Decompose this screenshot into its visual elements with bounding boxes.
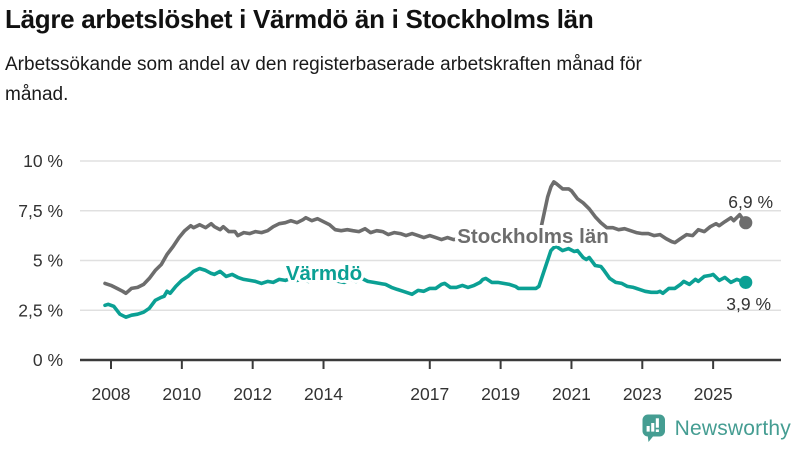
newsworthy-logo: Newsworthy (642, 414, 791, 443)
y-axis-tick-label: 5 % (33, 251, 63, 271)
x-axis-tick-label: 2023 (623, 384, 662, 404)
newsworthy-wordmark: Newsworthy (674, 416, 791, 440)
series-line-varmdo (103, 244, 748, 320)
x-axis-tick-label: 2014 (304, 384, 343, 404)
y-axis-tick-label: 10 % (23, 151, 63, 171)
chart-header: Lägre arbetslöshet i Värmdö än i Stockho… (5, 4, 785, 110)
page-title: Lägre arbetslöshet i Värmdö än i Stockho… (5, 4, 594, 34)
y-axis-tick-label: 0 % (33, 350, 63, 370)
series-end-value-label: 6,9 % (728, 192, 773, 212)
x-axis-tick-label: 2008 (92, 384, 131, 404)
newsworthy-bubble-icon (642, 414, 665, 442)
x-axis-tick-label: 2025 (694, 384, 733, 404)
y-axis-tick-label: 7,5 % (18, 201, 63, 221)
series-end-value-label: 3,9 % (726, 294, 771, 314)
series-label: Stockholms län (457, 225, 609, 248)
x-axis-tick-label: 2019 (481, 384, 520, 404)
x-axis-tick-label: 2012 (233, 384, 272, 404)
series-end-dot (739, 216, 753, 230)
x-axis-tick-label: 2021 (552, 384, 591, 404)
x-axis-tick-label: 2010 (162, 384, 201, 404)
x-axis-tick-label: 2017 (410, 384, 449, 404)
series-label: Värmdö (286, 262, 362, 285)
y-axis-tick-label: 2,5 % (18, 300, 63, 320)
chart-subtitle: Arbetssökande som andel av den registerb… (5, 54, 642, 106)
series-end-dot (739, 275, 753, 289)
series-line-stockholms-lan (103, 180, 748, 296)
